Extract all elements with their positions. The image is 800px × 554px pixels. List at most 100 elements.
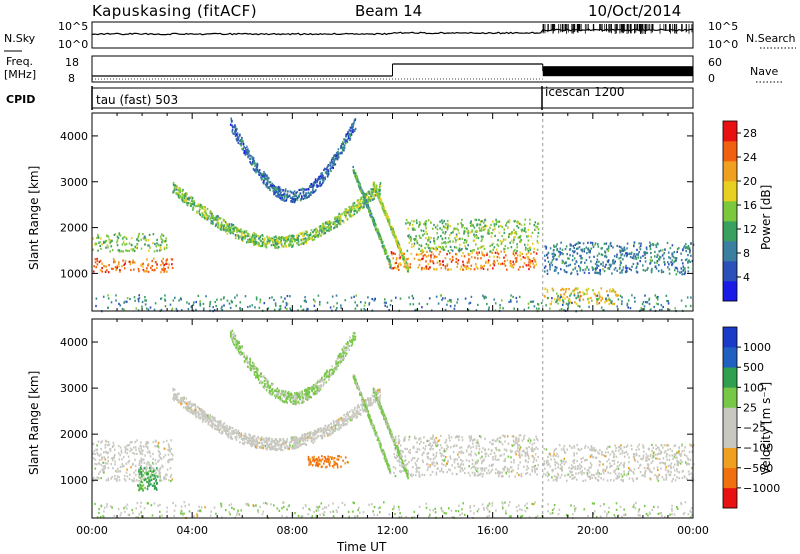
scatter-cell bbox=[145, 445, 147, 448]
freq-tick-top: 18 bbox=[65, 56, 79, 69]
scatter-cell bbox=[534, 228, 537, 231]
scatter-cell bbox=[96, 259, 99, 262]
scatter-cell bbox=[567, 299, 570, 302]
scatter-cell bbox=[127, 461, 129, 464]
scatter-cell bbox=[252, 157, 255, 160]
scatter-cell bbox=[296, 234, 298, 237]
nsky-tick-bottom: 10^0 bbox=[58, 38, 88, 51]
scatter-cell bbox=[410, 239, 412, 242]
scatter-cell bbox=[180, 309, 183, 312]
scatter-cell bbox=[461, 226, 463, 229]
scatter-cell bbox=[148, 461, 150, 464]
scatter-cell bbox=[94, 467, 97, 470]
scatter-cell bbox=[579, 269, 582, 272]
scatter-cell bbox=[427, 254, 430, 257]
scatter-cell bbox=[536, 235, 539, 238]
scatter-cell bbox=[504, 238, 507, 241]
scatter-cell bbox=[453, 229, 455, 232]
scatter-cell bbox=[258, 237, 260, 240]
scatter-cell bbox=[193, 301, 195, 304]
scatter-cell bbox=[521, 252, 523, 255]
scatter-cell bbox=[133, 249, 136, 253]
scatter-cell bbox=[401, 255, 404, 258]
scatter-cell bbox=[623, 246, 626, 249]
scatter-cell bbox=[492, 229, 495, 232]
scatter-cell bbox=[263, 239, 266, 242]
scatter-cell bbox=[175, 307, 178, 310]
scatter-cell bbox=[545, 304, 547, 307]
scatter-cell bbox=[517, 236, 520, 239]
scatter-cell bbox=[686, 296, 689, 299]
scatter-cell bbox=[448, 468, 450, 471]
scatter-cell bbox=[619, 264, 622, 267]
scatter-cell bbox=[536, 473, 538, 476]
scatter-cell bbox=[509, 241, 511, 244]
scatter-cell bbox=[356, 180, 358, 183]
scatter-cell bbox=[389, 225, 392, 228]
scatter-cell bbox=[118, 470, 120, 473]
scatter-cell bbox=[383, 249, 386, 252]
scatter-cell bbox=[394, 467, 397, 470]
scatter-cell bbox=[396, 267, 398, 270]
scatter-cell bbox=[469, 453, 472, 456]
scatter-cell bbox=[104, 270, 107, 273]
scatter-cell bbox=[528, 446, 530, 449]
scatter-cell bbox=[323, 231, 326, 234]
scatter-cell bbox=[574, 250, 576, 253]
scatter-cell bbox=[276, 186, 279, 190]
scatter-cell bbox=[181, 196, 184, 199]
scatter-cell bbox=[161, 464, 163, 467]
cpid-program-1: tau (fast) 503 bbox=[96, 93, 178, 107]
scatter-cell bbox=[185, 196, 187, 200]
scatter-cell bbox=[435, 461, 438, 464]
scatter-cell bbox=[446, 470, 448, 474]
scatter-cell bbox=[274, 242, 277, 245]
scatter-cell bbox=[620, 254, 622, 257]
scatter-cell bbox=[492, 463, 494, 466]
scatter-cell bbox=[362, 200, 364, 204]
scatter-cell bbox=[303, 237, 305, 241]
scatter-cell bbox=[494, 471, 497, 475]
scatter-cell bbox=[496, 255, 499, 259]
scatter-cell bbox=[579, 298, 581, 301]
scatter-cell bbox=[606, 290, 608, 293]
scatter-cell bbox=[198, 208, 201, 211]
scatter-cell bbox=[480, 267, 482, 270]
scatter-cell bbox=[470, 255, 473, 259]
scatter-cell bbox=[164, 298, 166, 301]
scatter-cell bbox=[414, 238, 416, 241]
scatter-cell bbox=[443, 219, 445, 223]
scatter-cell bbox=[412, 228, 414, 231]
scatter-cell bbox=[112, 441, 115, 444]
scatter-cell bbox=[359, 206, 361, 209]
scatter-cell bbox=[145, 299, 147, 302]
scatter-cell bbox=[165, 240, 167, 243]
scatter-cell bbox=[159, 246, 162, 249]
scatter-cell bbox=[134, 299, 136, 302]
scatter-cell bbox=[248, 150, 250, 153]
scatter-cell bbox=[205, 295, 207, 298]
scatter-cell bbox=[567, 264, 570, 267]
scatter-cell bbox=[390, 267, 393, 270]
scatter-cell bbox=[313, 234, 316, 237]
scatter-cell bbox=[462, 268, 464, 271]
scatter-cell bbox=[621, 269, 623, 272]
scatter-cell bbox=[401, 455, 403, 458]
scatter-cell bbox=[103, 467, 105, 470]
scatter-cell bbox=[544, 245, 546, 248]
scatter-cell bbox=[126, 297, 129, 300]
scatter-cell bbox=[499, 448, 501, 452]
scatter-cell bbox=[252, 233, 255, 236]
scatter-cell bbox=[427, 243, 430, 247]
scatter-cell bbox=[468, 453, 470, 456]
scatter-cell bbox=[364, 196, 366, 199]
scatter-cell bbox=[319, 227, 321, 230]
scatter-cell bbox=[179, 196, 181, 199]
scatter-cell bbox=[537, 303, 540, 306]
scatter-cell bbox=[109, 239, 111, 242]
scatter-cell bbox=[98, 454, 100, 457]
scatter-cell bbox=[526, 235, 528, 238]
scatter-cell bbox=[375, 187, 378, 190]
scatter-cell bbox=[621, 268, 624, 271]
scatter-cell bbox=[437, 236, 439, 239]
